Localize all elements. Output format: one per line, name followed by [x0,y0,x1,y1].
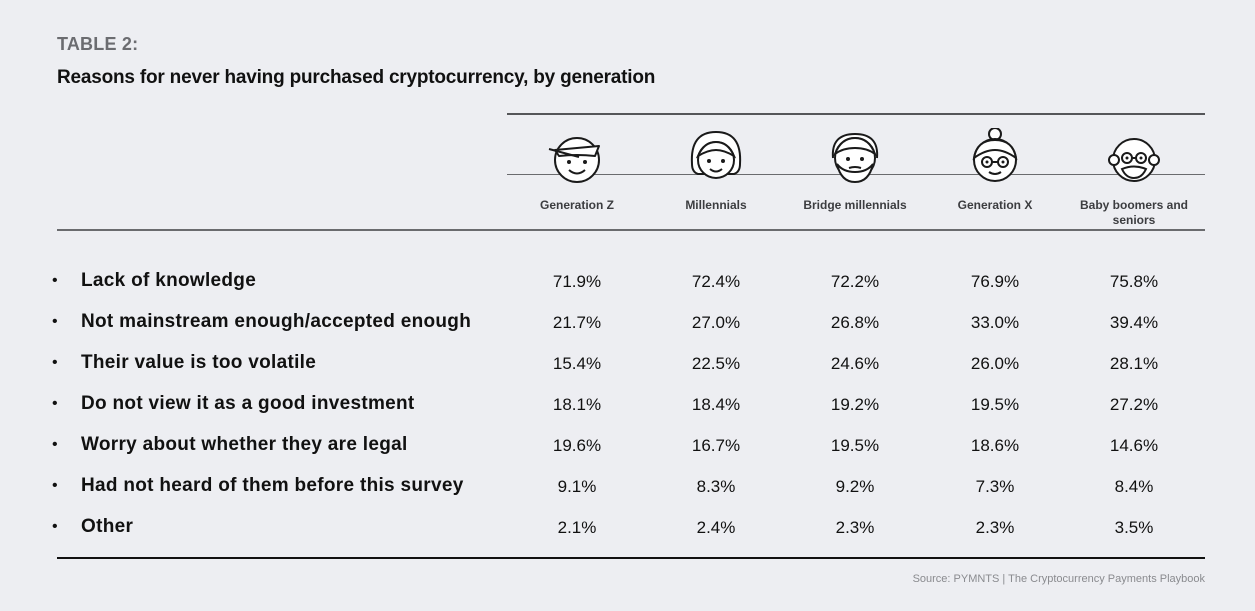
table-cell: 9.1% [557,477,597,496]
table-cell: 14.6% [1109,436,1159,455]
table-eyebrow: TABLE 2: [57,34,139,54]
table-cell: 2.3% [835,518,875,537]
source-note: Source: PYMNTS | The Cryptocurrency Paym… [912,573,1205,585]
column-label: Generation X [957,198,1033,212]
column-header-baby-boomers: Baby boomers and seniors [1064,128,1204,228]
row-label: Other [81,516,134,537]
table-cell: 72.2% [830,272,880,291]
table-cell: 76.9% [970,272,1020,291]
table-cell: 75.8% [1109,272,1159,291]
row-label: Their value is too volatile [81,352,317,373]
table-cell: 27.0% [691,313,741,332]
table-row: • Worry about whether they are legal 19.… [0,434,1255,477]
row-label: Not mainstream enough/accepted enough [81,311,472,332]
table-cell: 71.9% [552,272,602,291]
bottom-rule [57,557,1205,559]
table-cell: 8.3% [696,477,736,496]
table-cell: 19.5% [970,395,1020,414]
table-cell: 9.2% [835,477,875,496]
bullet: • [52,518,58,535]
table-cell: 33.0% [970,313,1020,332]
bullet: • [52,395,58,412]
millennial-avatar-icon [690,130,742,179]
table-cell: 39.4% [1109,313,1159,332]
table-row: • Other 2.1% 2.4% 2.3% 2.3% 3.5% [0,516,1255,559]
column-label: Millennials [685,198,747,212]
table-cell: 3.5% [1114,518,1154,537]
bullet: • [52,272,58,289]
table-cell: 19.6% [552,436,602,455]
column-label: Bridge millennials [803,198,907,212]
table-cell: 27.2% [1109,395,1159,414]
table-cell: 2.4% [696,518,736,537]
bullet: • [52,354,58,371]
table-cell: 7.3% [975,477,1015,496]
table-cell: 15.4% [552,354,602,373]
bullet: • [52,313,58,330]
table-row: • Their value is too volatile 15.4% 22.5… [0,352,1255,395]
table-cell: 16.7% [691,436,741,455]
row-label: Had not heard of them before this survey [81,475,464,496]
gen-x-avatar-icon [972,128,1018,182]
bullet: • [52,436,58,453]
bullet: • [52,477,58,494]
table-cell: 18.1% [552,395,602,414]
column-header-gen-x: Generation X [925,128,1065,213]
table-cell: 26.8% [830,313,880,332]
table-cell: 24.6% [830,354,880,373]
table-cell: 19.5% [830,436,880,455]
table-cell: 18.6% [970,436,1020,455]
table-cell: 72.4% [691,272,741,291]
header-rule [57,229,1205,231]
top-rule [507,113,1205,115]
table-cell: 2.1% [557,518,597,537]
row-label: Lack of knowledge [81,270,257,291]
boomer-avatar-icon [1108,138,1160,182]
table-cell: 18.4% [691,395,741,414]
table-cell: 8.4% [1114,477,1154,496]
table-cell: 28.1% [1109,354,1159,373]
table-cell: 22.5% [691,354,741,373]
row-label: Worry about whether they are legal [81,434,408,455]
column-label: Baby boomers and seniors [1079,198,1189,227]
table-row: • Lack of knowledge 71.9% 72.4% 72.2% 76… [0,270,1255,313]
column-header-gen-z: Generation Z [507,128,647,213]
gen-z-avatar-icon [548,137,600,183]
row-label: Do not view it as a good investment [81,393,415,414]
column-label: Generation Z [539,198,614,212]
bridge-millennial-avatar-icon [831,132,879,184]
table-row: • Not mainstream enough/accepted enough … [0,311,1255,354]
column-header-millennials: Millennials [646,128,786,213]
table-title: Reasons for never having purchased crypt… [57,67,656,88]
table-cell: 26.0% [970,354,1020,373]
table-cell: 2.3% [975,518,1015,537]
table-row: • Do not view it as a good investment 18… [0,393,1255,436]
table-row: • Had not heard of them before this surv… [0,475,1255,518]
table-cell: 21.7% [552,313,602,332]
column-header-bridge-millennials: Bridge millennials [785,128,925,213]
table-cell: 19.2% [830,395,880,414]
